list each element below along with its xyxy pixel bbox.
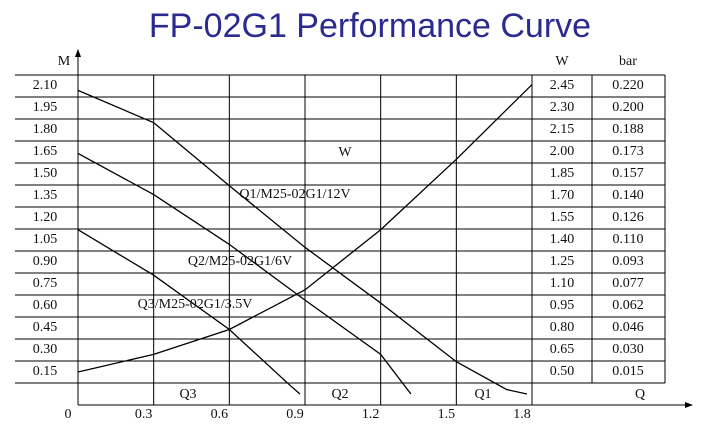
y2-axis-label: W: [555, 54, 569, 69]
y2-tick-label: 2.30: [550, 100, 575, 115]
y2-tick-label: 1.25: [550, 254, 575, 269]
y3-tick-label: 0.220: [612, 78, 644, 93]
x-axis-label: Q: [635, 387, 645, 402]
y3-tick-label: 0.030: [612, 342, 644, 357]
series-label: Q2/M25-02G1/6V: [188, 254, 292, 269]
y-tick-label: 0.45: [33, 320, 58, 335]
x-tick-label: 0.6: [211, 407, 229, 422]
y2-tick-label: 1.55: [550, 210, 575, 225]
y3-tick-label: 0.015: [612, 364, 644, 379]
x-tick-label: 1.8: [513, 407, 531, 422]
series-line: [77, 84, 533, 373]
y3-tick-label: 0.126: [612, 210, 644, 225]
y-tick-label: 0.75: [33, 276, 58, 291]
y3-tick-label: 0.093: [612, 254, 644, 269]
annotation: Q1: [474, 387, 491, 402]
y2-tick-label: 2.45: [550, 78, 575, 93]
y-tick-label: 1.65: [33, 144, 58, 159]
x-tick-label: 0: [65, 407, 72, 422]
x-tick-label: 1.2: [362, 407, 380, 422]
y2-tick-label: 0.95: [550, 298, 575, 313]
x-tick-label: 0.9: [286, 407, 304, 422]
y2-tick-label: 1.10: [550, 276, 575, 291]
series-label: Q3/M25-02G1/3.5V: [138, 297, 253, 312]
y3-tick-label: 0.157: [612, 166, 644, 181]
y2-tick-label: 0.80: [550, 320, 575, 335]
chart-title: FP-02G1 Performance Curve: [149, 7, 591, 45]
y-tick-label: 2.10: [33, 78, 58, 93]
y-tick-label: 1.95: [33, 100, 58, 115]
y-axis-label: M: [58, 54, 71, 69]
y3-tick-label: 0.046: [612, 320, 644, 335]
y-tick-label: 0.60: [33, 298, 58, 313]
annotation: Q3: [179, 387, 196, 402]
y-tick-label: 0.90: [33, 254, 58, 269]
y3-tick-label: 0.200: [612, 100, 644, 115]
y2-tick-label: 0.50: [550, 364, 575, 379]
y-tick-label: 1.05: [33, 232, 58, 247]
y2-tick-label: 1.85: [550, 166, 575, 181]
series-label: Q1/M25-02G1/12V: [239, 187, 350, 202]
annotation: Q2: [331, 387, 348, 402]
y2-tick-label: 1.70: [550, 188, 575, 203]
y3-tick-label: 0.188: [612, 122, 644, 137]
y3-tick-label: 0.062: [612, 298, 644, 313]
y-tick-label: 1.50: [33, 166, 58, 181]
y-tick-label: 1.35: [33, 188, 58, 203]
y-tick-label: 1.20: [33, 210, 58, 225]
y3-tick-label: 0.077: [612, 276, 644, 291]
y2-tick-label: 0.65: [550, 342, 575, 357]
x-tick-label: 0.3: [135, 407, 153, 422]
y3-tick-label: 0.140: [612, 188, 644, 203]
series-line: [77, 89, 528, 395]
y-tick-label: 1.80: [33, 122, 58, 137]
y2-tick-label: 2.00: [550, 144, 575, 159]
y3-tick-label: 0.110: [613, 232, 644, 247]
y3-tick-label: 0.173: [612, 144, 644, 159]
x-tick-label: 1.5: [438, 407, 456, 422]
y2-tick-label: 1.40: [550, 232, 575, 247]
y3-axis-label: bar: [619, 54, 637, 69]
y-tick-label: 0.15: [33, 364, 58, 379]
y2-tick-label: 2.15: [550, 122, 575, 137]
annotation: W: [338, 145, 352, 160]
series-line: [77, 152, 412, 395]
y-tick-label: 0.30: [33, 342, 58, 357]
